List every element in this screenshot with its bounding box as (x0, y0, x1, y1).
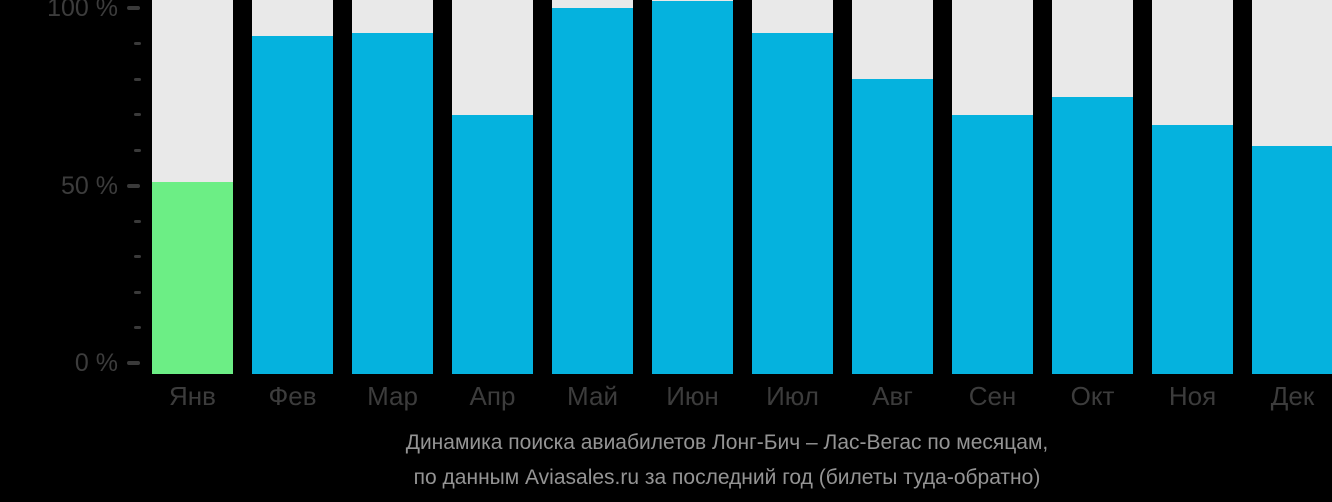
y-axis-minor-tick-40 (134, 219, 141, 223)
x-axis-label-3: Мар (367, 381, 418, 411)
chart-subtitle: по данным Aviasales.ru за последний год … (413, 466, 1041, 489)
y-axis-label-50: 50 % (61, 171, 118, 200)
bar-8-Авг (852, 79, 933, 374)
y-axis-label-0: 0 % (74, 349, 118, 377)
bar-12-Дек (1252, 146, 1332, 374)
bar-7-Июл (752, 32, 833, 374)
y-axis-minor-tick-80 (134, 77, 141, 81)
bar-11-Ноя (1152, 125, 1233, 374)
x-axis-label-9: Сен (968, 381, 1017, 411)
x-axis-label-6: Июн (666, 381, 719, 411)
y-axis-major-tick-100 (127, 6, 140, 10)
x-axis-label-8: Авг (872, 381, 913, 411)
y-axis-major-tick-0 (127, 361, 140, 365)
x-axis-label-4: Апр (469, 381, 516, 411)
x-axis-label-11: Ноя (1168, 381, 1217, 411)
bar-4-Апр (452, 114, 533, 374)
x-axis-label-2: Фев (268, 381, 317, 411)
chart-title: Динамика поиска авиабилетов Лонг-Бич – Л… (405, 431, 1049, 454)
y-axis-major-tick-50 (127, 183, 140, 188)
bar-1-Янв (152, 181, 233, 374)
x-axis-label-5: Май (567, 381, 618, 411)
y-axis-minor-tick-10 (134, 326, 141, 329)
x-axis-label-1: Янв (169, 381, 216, 411)
y-axis-minor-tick-70 (134, 113, 141, 116)
y-axis-minor-tick-30 (134, 255, 141, 258)
bar-6-Июн (652, 0, 733, 374)
bar-10-Окт (1052, 96, 1133, 374)
x-axis-label-7: Июл (766, 381, 819, 411)
y-axis-minor-tick-90 (134, 42, 141, 45)
x-axis-label-12: Дек (1270, 381, 1315, 411)
bar-9-Сен (952, 114, 1033, 374)
y-axis-minor-tick-20 (134, 290, 141, 294)
bar-3-Мар (352, 32, 433, 374)
bar-2-Фев (252, 36, 333, 374)
y-axis-minor-tick-60 (134, 148, 141, 152)
y-axis-label-100: 100 % (47, 0, 118, 22)
bar-5-Май (552, 8, 633, 374)
x-axis-label-10: Окт (1070, 381, 1115, 411)
